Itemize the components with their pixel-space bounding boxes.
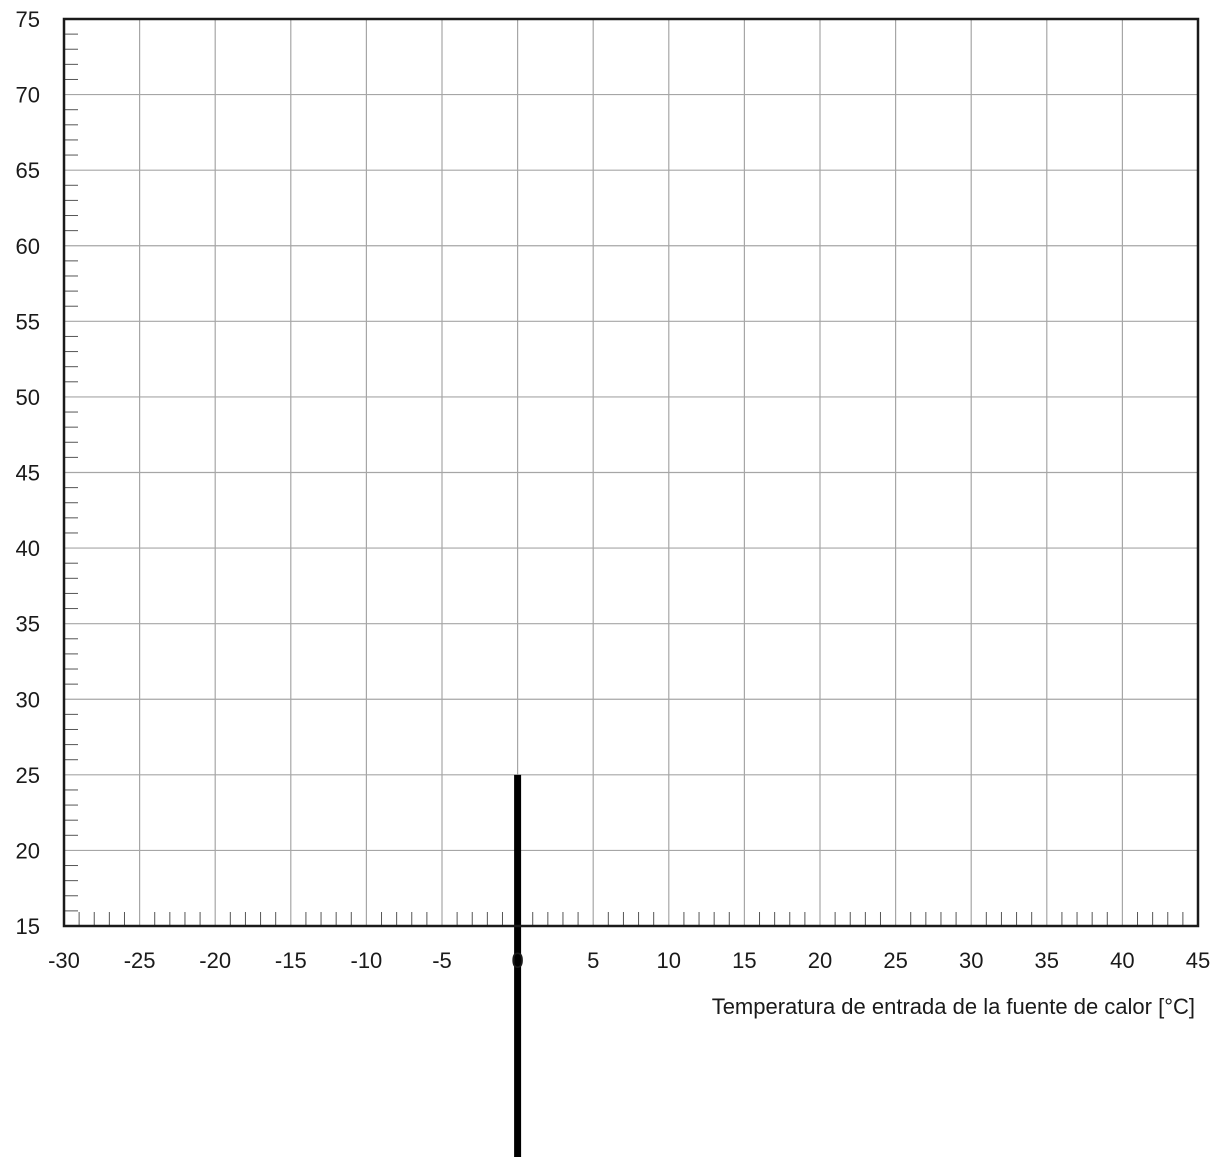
y-tick-label: 65: [16, 158, 40, 183]
x-tick-label: 10: [657, 948, 681, 973]
x-axis-title: Temperatura de entrada de la fuente de c…: [712, 994, 1195, 1019]
y-tick-label: 55: [16, 309, 40, 334]
y-tick-label: 35: [16, 612, 40, 637]
x-tick-label: 35: [1035, 948, 1059, 973]
x-tick-label: -10: [351, 948, 383, 973]
x-tick-label: 0: [511, 948, 523, 973]
minor-ticks: [64, 33, 1184, 926]
x-tick-label: 20: [808, 948, 832, 973]
y-tick-label: 50: [16, 385, 40, 410]
x-tick-label: -30: [48, 948, 80, 973]
x-tick-label: 45: [1186, 948, 1210, 973]
y-tick-labels: 15 20 25 30 35 40 45 50 55 60 65 70 75: [16, 7, 40, 939]
y-tick-label: 60: [16, 234, 40, 259]
x-tick-label: 40: [1110, 948, 1134, 973]
y-tick-label: 70: [16, 83, 40, 108]
y-tick-label: 45: [16, 461, 40, 486]
x-tick-label: 25: [883, 948, 907, 973]
y-tick-label: 20: [16, 838, 40, 863]
x-tick-label: -20: [199, 948, 231, 973]
plot-frame: [62, 17, 1200, 928]
y-tick-label: 40: [16, 536, 40, 561]
x-tick-label: -15: [275, 948, 307, 973]
x-tick-label: 15: [732, 948, 756, 973]
x-tick-label: 5: [587, 948, 599, 973]
x-tick-label: -25: [124, 948, 156, 973]
y-tick-label: 75: [16, 7, 40, 32]
y-tick-label: 25: [16, 763, 40, 788]
y-tick-label: 15: [16, 914, 40, 939]
x-tick-label: -5: [432, 948, 452, 973]
grid: [64, 19, 1198, 926]
x-tick-labels: -30 -25 -20 -15 -10 -5 0 5 10 15 20 25 30 35 40 45: [48, 948, 1210, 973]
x-tick-label: 30: [959, 948, 983, 973]
y-tick-label: 30: [16, 687, 40, 712]
